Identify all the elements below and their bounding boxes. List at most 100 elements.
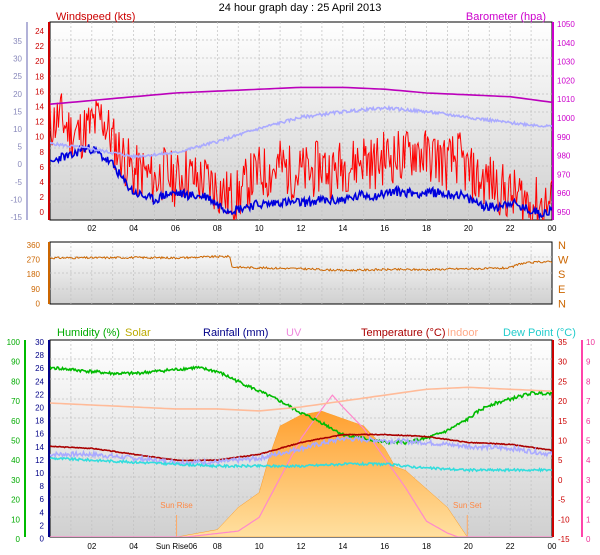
humidity-tick: 10 — [11, 515, 20, 524]
rain-tick: 30 — [35, 338, 44, 347]
sunrise-axis-label: Sun Rise06 — [156, 542, 198, 551]
dew-point-axis-title: Dew Point (°C) — [503, 327, 576, 339]
direction-tick: 180 — [27, 270, 41, 279]
x-tick: 20 — [464, 542, 473, 551]
chart-title: 24 hour graph day : 25 April 2013 — [219, 2, 382, 14]
barometer-tick: 1040 — [557, 39, 575, 48]
temperature-tick: 25 — [558, 377, 567, 386]
series-line-3 — [50, 104, 552, 160]
indoor-axis-title: Indoor — [447, 327, 479, 339]
outer-tick: 35 — [13, 37, 22, 46]
series-group-3: Sun Rise Sun Set — [50, 365, 552, 537]
series-group-2 — [50, 254, 552, 272]
x-tick: 12 — [297, 542, 306, 551]
temperature-tick: 20 — [558, 397, 567, 406]
x-tick: 14 — [338, 542, 347, 551]
humidity-tick: 50 — [11, 437, 20, 446]
compass-tick: N — [558, 298, 566, 310]
temperature-tick: 5 — [558, 456, 563, 465]
windspeed-tick: 0 — [40, 208, 45, 217]
outer-tick: 30 — [13, 55, 22, 64]
series-group-1 — [50, 86, 552, 220]
x-tick: 14 — [338, 224, 347, 233]
barometer-tick: 980 — [557, 152, 571, 161]
windspeed-axis-title: Windspeed (kts) — [56, 11, 135, 23]
compass-tick: S — [558, 269, 565, 281]
windspeed-tick: 12 — [35, 118, 44, 127]
windspeed-tick: 14 — [35, 103, 44, 112]
series-line-4 — [50, 456, 552, 473]
x-tick: 04 — [129, 542, 138, 551]
x-tick: 18 — [422, 224, 431, 233]
rain-tick: 14 — [35, 443, 44, 452]
windspeed-tick: 2 — [40, 193, 45, 202]
uv-tick: 2 — [586, 496, 591, 505]
x-tick: 08 — [213, 224, 222, 233]
direction-tick: 270 — [27, 256, 41, 265]
windspeed-tick: 10 — [35, 133, 44, 142]
rain-tick: 24 — [35, 377, 44, 386]
barometer-tick: 1010 — [557, 95, 575, 104]
barometer-tick: 1050 — [557, 20, 575, 29]
series-line-1 — [50, 386, 552, 412]
barometer-tick: 960 — [557, 189, 571, 198]
humidity-tick: 90 — [11, 358, 20, 367]
barometer-tick: 990 — [557, 133, 571, 142]
compass-tick: E — [558, 284, 565, 296]
uv-tick: 3 — [586, 476, 591, 485]
compass-tick: N — [558, 240, 566, 252]
temperature-tick: -10 — [558, 515, 570, 524]
wind-barometer-panel: 24222018161412108642035302520151050-5-10… — [10, 2, 575, 233]
temperature-tick: 35 — [558, 338, 567, 347]
rain-tick: 6 — [40, 495, 45, 504]
solar-area — [50, 410, 552, 537]
rain-tick: 10 — [35, 469, 44, 478]
x-tick: 10 — [255, 224, 264, 233]
series-line-0 — [50, 254, 552, 272]
rainfall-axis-title: Rainfall (mm) — [203, 327, 268, 339]
temperature-tick: 0 — [558, 476, 563, 485]
x-tick: 16 — [380, 542, 389, 551]
x-tick: 04 — [129, 224, 138, 233]
outer-tick: 25 — [13, 72, 22, 81]
outer-tick: 0 — [18, 160, 23, 169]
uv-tick: 6 — [586, 417, 591, 426]
humidity-tick: 100 — [7, 338, 21, 347]
windspeed-tick: 22 — [35, 42, 44, 51]
uv-tick: 1 — [586, 515, 591, 524]
direction-tick: 360 — [27, 241, 41, 250]
temperature-tick: -15 — [558, 535, 570, 544]
humidity-tick: 70 — [11, 397, 20, 406]
windspeed-tick: 20 — [35, 57, 44, 66]
humidity-temperature-panel: Sun Rise Sun Set 100908070605040302010030… — [7, 327, 596, 551]
rain-tick: 20 — [35, 404, 44, 413]
series-line-2 — [50, 433, 552, 462]
sunset-label: Sun Set — [453, 501, 482, 510]
rain-tick: 12 — [35, 456, 44, 465]
windspeed-tick: 16 — [35, 87, 44, 96]
temperature-tick: 30 — [558, 358, 567, 367]
series-line-1 — [50, 144, 552, 220]
barometer-tick: 1000 — [557, 114, 575, 123]
barometer-tick: 1030 — [557, 58, 575, 67]
temperature-tick: -5 — [558, 496, 566, 505]
rain-tick: 8 — [40, 482, 45, 491]
ticks-1: 24222018161412108642035302520151050-5-10… — [10, 20, 575, 233]
x-tick: 20 — [464, 224, 473, 233]
ticks-3: 1009080706050403020100302826242220181614… — [7, 338, 596, 551]
outer-tick: 15 — [13, 107, 22, 116]
rain-tick: 4 — [40, 508, 45, 517]
temperature-axis-title: Temperature (°C) — [361, 327, 445, 339]
rain-tick: 28 — [35, 351, 44, 360]
barometer-tick: 1020 — [557, 76, 575, 85]
barometer-tick: 970 — [557, 170, 571, 179]
rain-tick: 16 — [35, 430, 44, 439]
uv-tick: 7 — [586, 397, 591, 406]
windspeed-tick: 8 — [40, 148, 45, 157]
rain-tick: 18 — [35, 417, 44, 426]
x-tick: 16 — [380, 224, 389, 233]
humidity-tick: 20 — [11, 496, 20, 505]
windspeed-tick: 18 — [35, 72, 44, 81]
